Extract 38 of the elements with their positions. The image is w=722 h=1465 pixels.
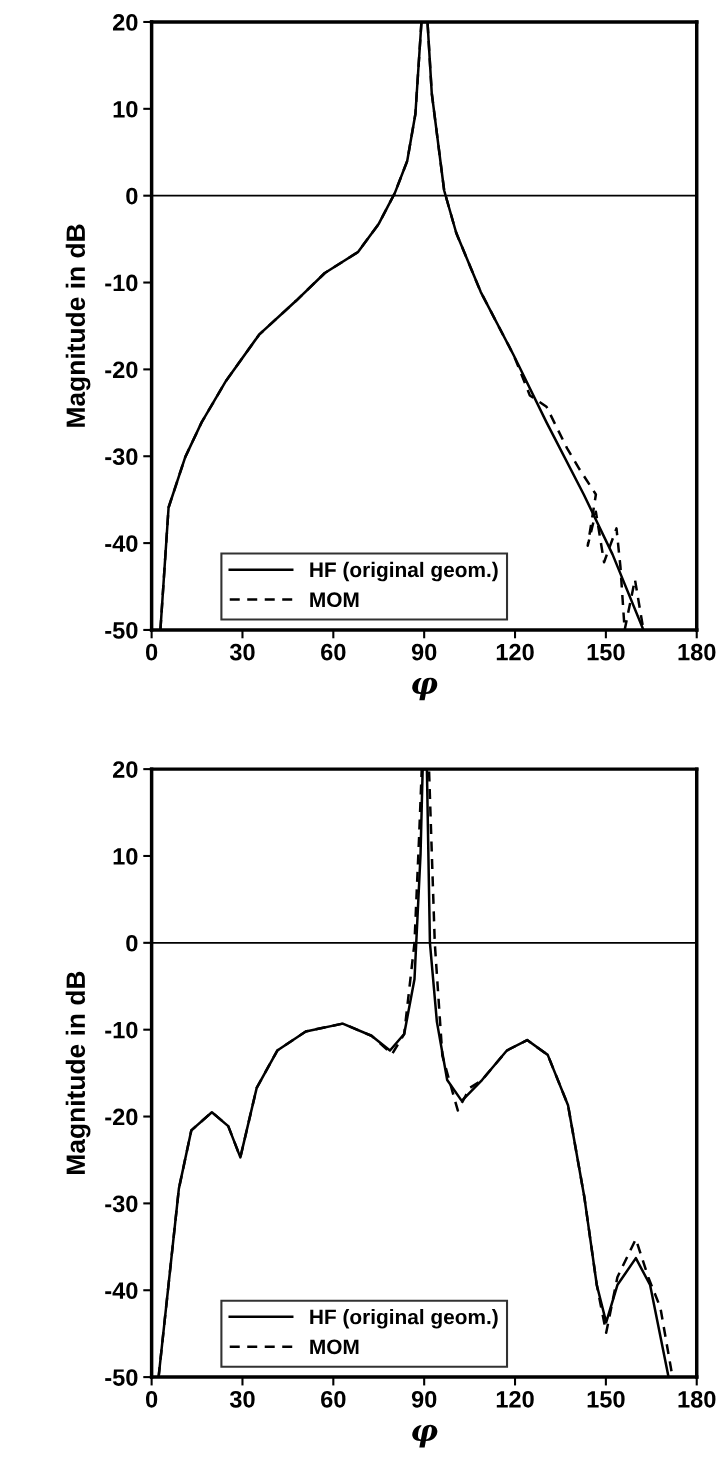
y-tick-label: -40 bbox=[105, 535, 138, 552]
y-tick-label: -30 bbox=[105, 1195, 138, 1213]
x-tick-label: 60 bbox=[321, 643, 346, 661]
x-tick-label: 180 bbox=[678, 1390, 716, 1408]
x-tick-label: 30 bbox=[229, 1390, 255, 1408]
x-tick-label: 150 bbox=[587, 1390, 625, 1408]
x-tick-label: 0 bbox=[145, 1390, 158, 1408]
y-axis-title: Magnitude in dB bbox=[65, 971, 91, 1174]
y-tick-label: -40 bbox=[105, 1282, 138, 1300]
x-tick-label: 30 bbox=[229, 643, 255, 661]
y-tick-label: -50 bbox=[105, 622, 138, 639]
x-tick-label: 120 bbox=[496, 1390, 534, 1408]
y-tick-label: 10 bbox=[113, 100, 138, 118]
x-tick-label: 120 bbox=[496, 643, 534, 661]
y-axis-title: Magnitude in dB bbox=[65, 224, 91, 427]
y-tick-label: -20 bbox=[105, 361, 138, 379]
y-tick-label: 20 bbox=[112, 14, 138, 31]
x-tick-label: 0 bbox=[145, 643, 158, 661]
legend-label: MOM bbox=[310, 1339, 359, 1355]
x-tick-label: 150 bbox=[587, 643, 625, 661]
y-tick-label: -10 bbox=[105, 1021, 138, 1039]
y-tick-label: 20 bbox=[112, 761, 138, 778]
y-tick-label: 0 bbox=[126, 187, 138, 205]
y-tick-label: -30 bbox=[105, 448, 138, 466]
x-tick-label: 90 bbox=[411, 643, 437, 661]
y-tick-label: -20 bbox=[105, 1108, 138, 1126]
x-tick-label: 180 bbox=[678, 643, 716, 661]
legend-label: HF (original geom.) bbox=[310, 1309, 498, 1329]
y-tick-label: -10 bbox=[105, 274, 138, 292]
x-axis-title: φ bbox=[412, 677, 438, 701]
legend-label: MOM bbox=[310, 592, 359, 608]
y-tick-label: -50 bbox=[105, 1369, 138, 1386]
y-tick-label: 0 bbox=[126, 934, 138, 952]
x-tick-label: 60 bbox=[321, 1390, 346, 1408]
y-tick-label: 10 bbox=[113, 848, 138, 865]
legend-label: HF (original geom.) bbox=[310, 561, 498, 582]
x-tick-label: 90 bbox=[411, 1390, 437, 1408]
x-axis-title: φ bbox=[412, 1424, 438, 1448]
